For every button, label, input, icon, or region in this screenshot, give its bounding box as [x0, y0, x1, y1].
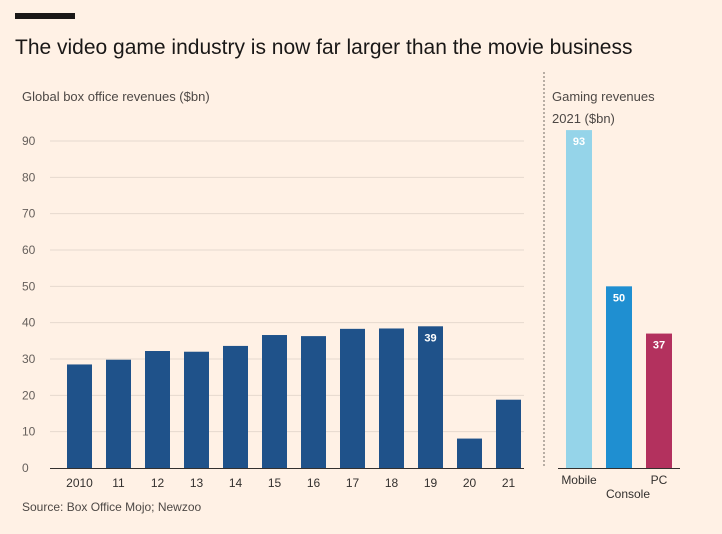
box-office-bar — [340, 328, 365, 468]
y-tick-label: 70 — [22, 207, 36, 221]
y-tick-label: 20 — [22, 388, 36, 402]
y-tick-label: 90 — [22, 134, 36, 148]
y-tick-label: 80 — [22, 170, 36, 184]
gaming-panel-title: 2021 ($bn) — [552, 111, 615, 126]
x-tick-label: 15 — [268, 476, 282, 490]
box-office-bar — [145, 351, 170, 468]
y-tick-label: 60 — [22, 243, 36, 257]
data-label: 93 — [573, 136, 585, 148]
y-tick-label: 40 — [22, 316, 36, 330]
x-tick-label: 12 — [151, 476, 165, 490]
box-office-bar — [223, 345, 248, 468]
box-office-bar — [262, 335, 287, 468]
x-tick-label: Mobile — [561, 473, 597, 487]
gaming-bar — [646, 333, 672, 468]
x-tick-label: 13 — [190, 476, 204, 490]
chart-title: The video game industry is now far large… — [15, 36, 633, 59]
box-office-bar — [457, 438, 482, 468]
box-office-bar — [184, 351, 209, 468]
x-tick-label: 16 — [307, 476, 321, 490]
box-office-bar — [379, 328, 404, 468]
x-tick-label: 11 — [112, 476, 125, 490]
data-label: 37 — [653, 340, 665, 352]
x-tick-label: 20 — [463, 476, 477, 490]
gaming-bar — [566, 130, 592, 468]
y-tick-label: 0 — [22, 461, 29, 475]
y-tick-label: 10 — [22, 425, 36, 439]
x-tick-label: 2010 — [66, 476, 93, 490]
box-office-bar — [106, 359, 131, 468]
x-tick-label: 14 — [229, 476, 243, 490]
top-accent-bar — [15, 13, 75, 19]
data-label: 39 — [424, 332, 436, 344]
box-office-bar — [418, 326, 443, 468]
x-tick-label: 21 — [502, 476, 516, 490]
x-tick-label: 17 — [346, 476, 360, 490]
x-tick-label: PC — [651, 473, 668, 487]
box-office-bar — [301, 336, 326, 468]
x-tick-label: 19 — [424, 476, 438, 490]
source-note: Source: Box Office Mojo; Newzoo — [22, 500, 202, 514]
y-tick-label: 30 — [22, 352, 36, 366]
gaming-panel-title: Gaming revenues — [552, 89, 655, 104]
box-office-bar — [496, 399, 521, 468]
x-tick-label: Console — [606, 487, 650, 501]
gaming-bar — [606, 286, 632, 468]
data-label: 50 — [613, 292, 625, 304]
x-tick-label: 18 — [385, 476, 399, 490]
y-axis-label: Global box office revenues ($bn) — [22, 89, 210, 104]
box-office-bar — [67, 364, 92, 468]
y-tick-label: 50 — [22, 279, 36, 293]
